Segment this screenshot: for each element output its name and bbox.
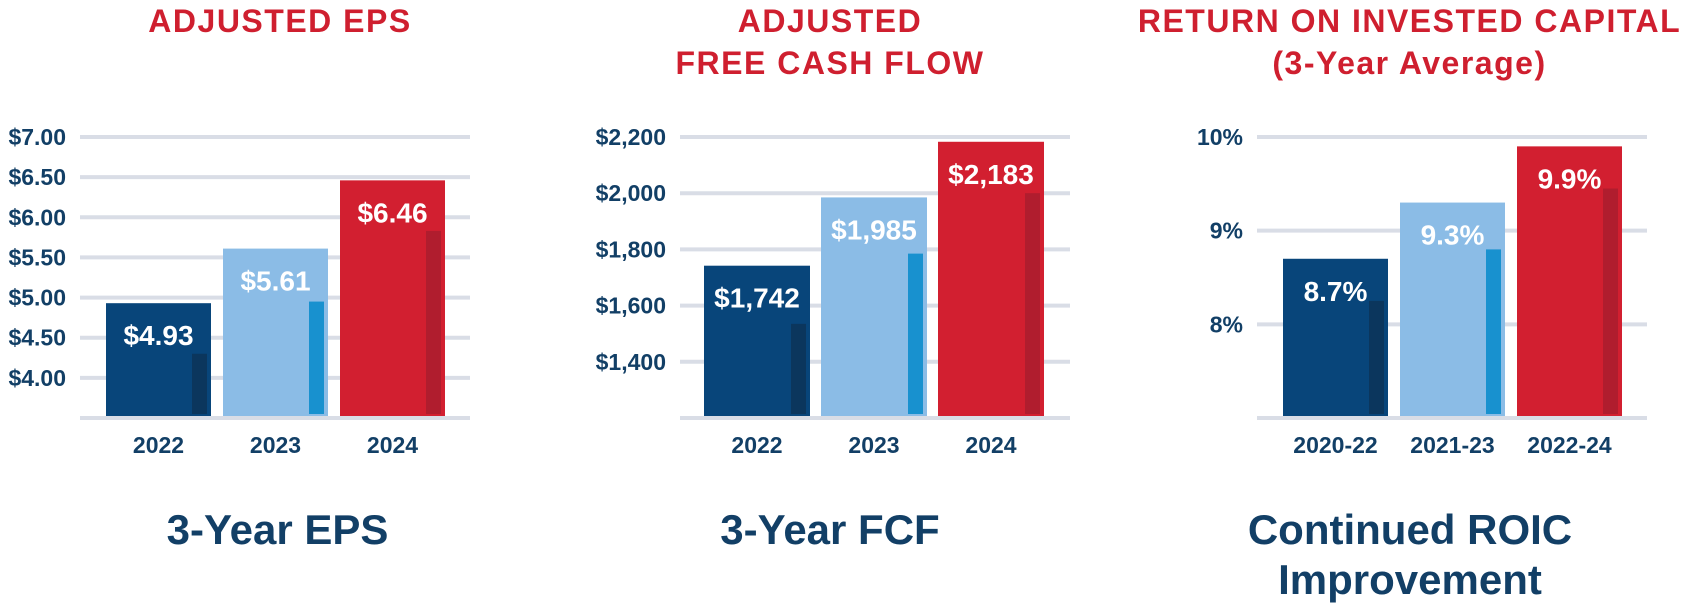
data-label: 9.9% <box>1538 163 1602 194</box>
y-tick-label: $2,200 <box>596 124 666 150</box>
fcf-chart: $1,400 $1,600 $1,800 $2,000 $2,200 $1,742 2022… <box>596 124 1070 458</box>
bar-accent <box>426 230 441 414</box>
data-label: $4.93 <box>123 320 193 351</box>
chart-caption: 3-Year EPS <box>166 506 389 553</box>
category-label: 2023 <box>250 432 301 458</box>
y-tick-label: $7.00 <box>8 124 66 150</box>
y-tick-label: $1,600 <box>596 293 666 319</box>
y-tick-label: $4.50 <box>8 325 66 351</box>
chart-title: ADJUSTED EPS <box>148 3 412 39</box>
chart-caption: Continued ROIC Improvement <box>1247 506 1573 603</box>
category-label: 2022-24 <box>1527 432 1612 458</box>
chart-title: RETURN ON INVESTED CAPITAL (3-Year Avera… <box>1137 3 1682 81</box>
category-label: 2024 <box>965 432 1016 458</box>
data-label: 9.3% <box>1421 220 1485 251</box>
y-tick-label: 9% <box>1210 218 1243 244</box>
roic-chart: 8% 9% 10% 8.7% 2020-22 9.3% 2021-23 9.9% 2022-24 <box>1197 124 1647 458</box>
y-tick-label: $4.00 <box>8 365 66 391</box>
bar-accent <box>1369 300 1384 414</box>
bar-accent <box>192 353 207 414</box>
eps-panel: ADJUSTED EPS $4.00 $4.50 $5.00 $5.50 $6.00 $6… <box>0 0 560 608</box>
y-tick-label: $5.50 <box>8 244 66 270</box>
fcf-panel: ADJUSTED FREE CASH FLOW $1,400 $1,600 $1,8… <box>560 0 1120 608</box>
y-tick-label: 8% <box>1210 311 1243 337</box>
y-tick-label: $6.50 <box>8 164 66 190</box>
eps-chart: $4.00 $4.50 $5.00 $5.50 $6.00 $6.50 $7.00 $4.93… <box>8 124 470 458</box>
category-label: 2021-23 <box>1410 432 1494 458</box>
y-tick-label: $1,400 <box>596 349 666 375</box>
roic-panel: RETURN ON INVESTED CAPITAL (3-Year Avera… <box>1120 0 1699 608</box>
bar-accent <box>908 253 923 414</box>
data-label: $2,183 <box>948 159 1034 190</box>
category-label: 2020-22 <box>1293 432 1377 458</box>
category-label: 2022 <box>133 432 184 458</box>
chart-title: ADJUSTED FREE CASH FLOW <box>675 3 985 81</box>
data-label: $6.46 <box>357 197 427 228</box>
bar-accent <box>791 323 806 414</box>
y-tick-label: $5.00 <box>8 285 66 311</box>
bar-accent <box>1603 188 1618 414</box>
category-label: 2024 <box>367 432 418 458</box>
data-label: $1,742 <box>714 283 800 314</box>
y-tick-label: $6.00 <box>8 204 66 230</box>
bar-accent <box>1025 193 1040 414</box>
y-tick-label: 10% <box>1197 124 1243 150</box>
y-tick-label: $1,800 <box>596 236 666 262</box>
data-label: $1,985 <box>831 214 917 245</box>
bar-accent <box>1486 249 1501 414</box>
data-label: $5.61 <box>240 266 310 297</box>
category-label: 2022 <box>731 432 782 458</box>
chart-caption: 3-Year FCF <box>720 506 940 553</box>
bar-accent <box>309 301 324 414</box>
data-label: 8.7% <box>1304 276 1368 307</box>
category-label: 2023 <box>848 432 899 458</box>
y-tick-label: $2,000 <box>596 180 666 206</box>
